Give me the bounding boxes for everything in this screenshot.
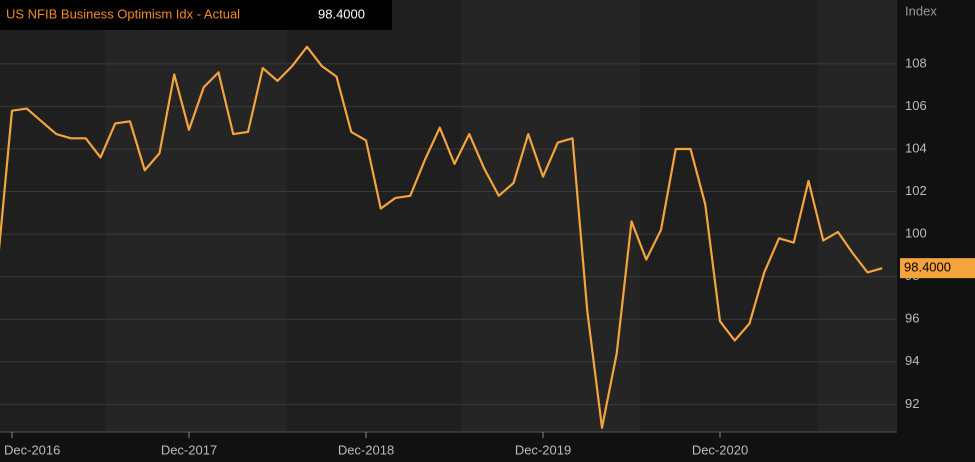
y-tick-label: 106	[905, 98, 927, 113]
x-tick-label: Dec-2017	[161, 442, 217, 457]
band	[461, 0, 640, 432]
band	[818, 0, 897, 432]
y-tick-label: 108	[905, 55, 927, 70]
x-tick-label: Dec-2019	[515, 442, 571, 457]
plot	[0, 45, 883, 429]
y-tick-label: 102	[905, 183, 927, 198]
y-tick-label: 92	[905, 396, 919, 411]
x-tick-label: Dec-2016	[4, 442, 60, 457]
y-tick-label: 100	[905, 226, 927, 241]
legend-box	[0, 0, 392, 30]
x-tick-label: Dec-2020	[692, 442, 748, 457]
y-tick-label: 94	[905, 353, 919, 368]
last-value-label: 98.4000	[904, 260, 951, 275]
grid	[0, 63, 897, 405]
y-tick-label: 104	[905, 140, 927, 155]
axis-label: Index	[905, 3, 937, 18]
last-value-box	[900, 258, 975, 279]
axis: 92949698100102104106108Dec-2016Dec-2017D…	[4, 55, 975, 457]
legend-value: 98.4000	[318, 6, 365, 21]
x-tick-label: Dec-2018	[338, 442, 394, 457]
line-series	[0, 45, 883, 429]
legend-name: US NFIB Business Optimism Idx - Actual	[6, 6, 240, 21]
band	[105, 0, 287, 432]
y-tick-label: 96	[905, 311, 919, 326]
